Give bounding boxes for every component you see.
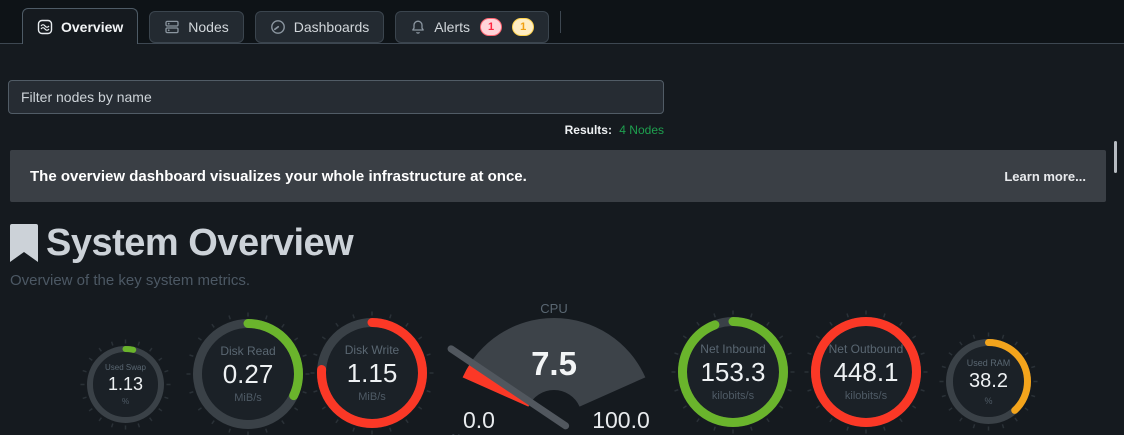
section-title: System Overview [46,222,354,264]
tab-overview-label: Overview [61,18,124,35]
tab-dashboards[interactable]: Dashboards [254,11,385,43]
gauge-net-inbound[interactable]: Net Inbound 153.3 kilobits/s [669,308,797,435]
nodes-icon [164,19,180,35]
system-overview-section: System Overview Overview of the key syst… [10,224,1124,289]
alerts-critical-badge: 1 [480,18,503,36]
overview-icon [37,19,53,35]
tab-bar: Overview Nodes Dashboards [0,0,1124,44]
dashboards-icon [270,19,286,35]
tab-separator [560,11,562,33]
gauge-disk-read[interactable]: Disk Read 0.27 MiB/s [184,310,312,435]
tab-alerts-label: Alerts [434,19,471,35]
system-overview-charts: Used Swap 1.13% Disk Read 0.27 MiB/s Disk Wri… [0,301,1124,435]
gauge-net-outbound[interactable]: Net Outbound 448.1 kilobits/s [802,308,930,435]
banner-message: The overview dashboard visualizes your w… [30,167,527,185]
bell-icon [410,19,426,35]
results-line: Results: 4 Nodes [8,123,664,138]
gauge-used-ram[interactable]: Used RAM 38.2% [937,330,1040,433]
learn-more-link[interactable]: Learn more... [1004,168,1086,184]
results-count: 4 Nodes [619,123,664,137]
tab-nodes[interactable]: Nodes [149,11,244,43]
tab-nodes-label: Nodes [188,19,229,35]
section-subtitle: Overview of the key system metrics. [10,272,251,289]
info-banner: The overview dashboard visualizes your w… [10,150,1106,202]
results-label: Results: [564,123,612,137]
tab-dashboards-label: Dashboards [293,19,370,35]
tab-overview[interactable]: Overview [22,8,139,44]
tab-alerts[interactable]: Alerts 1 1 [395,11,550,43]
gauge-disk-write[interactable]: Disk Write 1.15 MiB/s [308,309,436,435]
vertical-scrollbar[interactable] [1114,141,1117,173]
filter-nodes-input[interactable] [8,80,664,114]
alerts-warning-badge: 1 [512,18,535,36]
gauge-used-swap[interactable]: Used Swap 1.13% [78,337,173,432]
gauge-title: CPU [540,301,568,316]
bookmark-icon [10,224,38,267]
